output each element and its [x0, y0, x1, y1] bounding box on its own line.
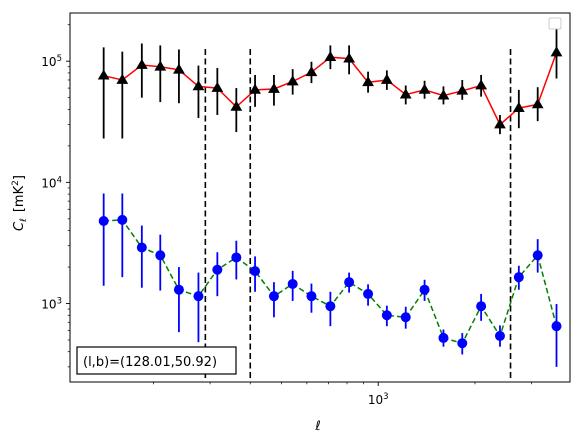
triangle-marker — [362, 76, 374, 87]
plot-frame — [69, 12, 571, 383]
circle-marker — [173, 284, 184, 295]
circle-marker — [117, 214, 128, 225]
triangle-marker — [324, 50, 337, 62]
triangle-marker — [211, 81, 224, 92]
circle-marker — [476, 301, 487, 312]
circle-marker — [494, 330, 505, 341]
circle-marker — [193, 291, 204, 302]
circle-marker — [400, 312, 411, 323]
triangle-marker — [418, 83, 431, 94]
circle-marker — [155, 250, 166, 261]
circle-marker — [250, 266, 261, 277]
circle-marker — [325, 301, 336, 312]
series-1 — [97, 27, 563, 139]
annotation-box — [76, 346, 237, 375]
coordinate-annotation: (l,b)=(128.01,50.92) — [76, 346, 237, 375]
circle-marker — [532, 250, 543, 261]
triangle-marker — [97, 69, 110, 80]
triangle-marker — [135, 58, 148, 69]
chart-legend — [548, 17, 562, 30]
circle-marker — [98, 215, 109, 226]
triangle-marker — [456, 84, 469, 95]
axes: 103 104 105 103 — [41, 12, 571, 407]
triangle-marker — [268, 82, 280, 93]
triangle-marker — [494, 118, 506, 129]
y-axis-label: Cℓ[mK2] — [11, 175, 29, 231]
circle-marker — [419, 284, 430, 295]
x-tick-label: 103 — [368, 392, 389, 407]
circle-marker — [136, 242, 147, 253]
circle-marker — [513, 272, 524, 283]
circle-marker — [231, 252, 242, 263]
circle-marker — [381, 310, 392, 321]
triangle-marker — [531, 98, 544, 109]
series-2 — [98, 193, 562, 367]
triangle-marker — [192, 80, 205, 91]
circle-marker — [212, 264, 223, 275]
x-axis-label: ℓ — [314, 419, 320, 434]
circle-marker — [268, 291, 279, 302]
vertical-dashed-lines — [204, 49, 512, 382]
triangle-marker — [437, 89, 450, 100]
circle-marker — [306, 291, 317, 302]
circle-marker — [551, 321, 562, 332]
circle-marker — [344, 277, 355, 288]
triangle-marker — [512, 101, 525, 112]
triangle-marker — [550, 46, 563, 57]
data-series — [97, 27, 563, 367]
triangle-marker — [249, 83, 261, 94]
circle-marker — [363, 288, 374, 299]
triangle-marker — [116, 73, 129, 84]
annotation-text: (l,b)=(128.01,50.92) — [83, 355, 217, 370]
triangle-marker — [343, 52, 356, 63]
triangle-marker — [286, 75, 299, 86]
triangle-marker — [380, 73, 393, 84]
triangle-marker — [230, 100, 243, 111]
circle-marker — [438, 332, 449, 343]
y-tick-label: 104 — [41, 175, 62, 190]
triangle-marker — [173, 63, 185, 74]
y-tick-label: 105 — [41, 54, 62, 69]
circle-marker — [287, 278, 298, 289]
triangle-marker — [154, 60, 167, 71]
y-tick-label: 103 — [41, 297, 62, 312]
circle-marker — [457, 338, 468, 349]
triangle-marker — [475, 79, 488, 90]
triangle-marker — [305, 66, 318, 77]
triangle-marker — [399, 88, 412, 99]
